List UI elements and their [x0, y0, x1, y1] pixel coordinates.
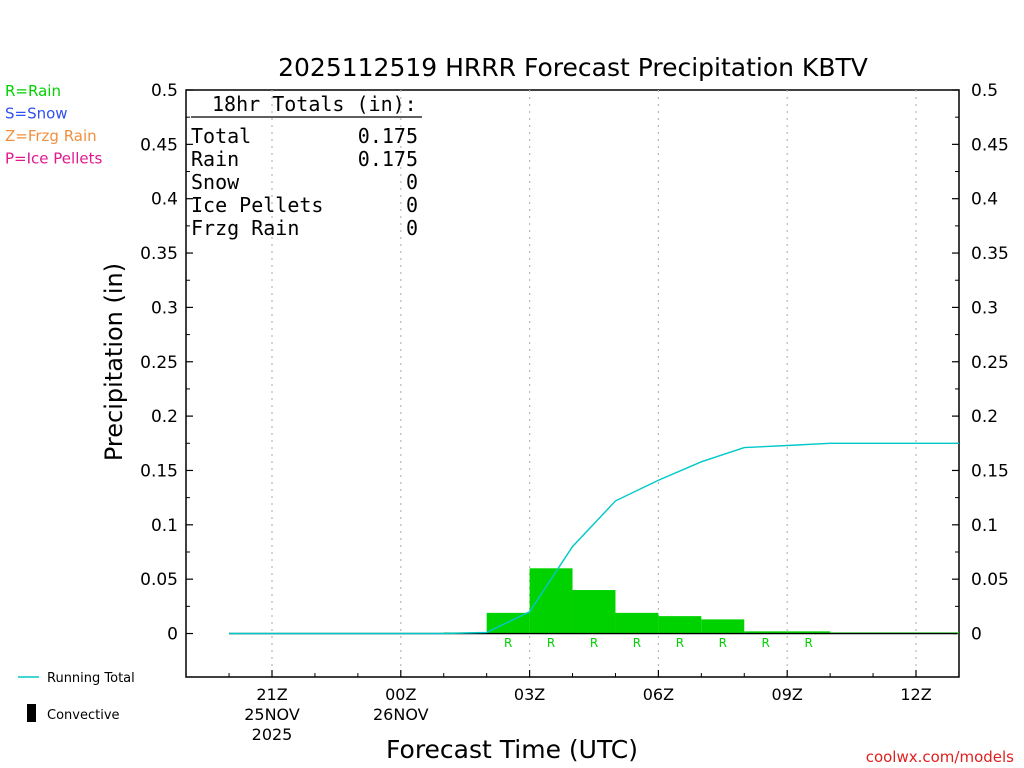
y-tick-label-right: 0.45: [971, 135, 1009, 155]
x-tick-label: 12Z: [900, 685, 931, 704]
ptype-legend-item: Z=Frzg Rain: [5, 127, 97, 145]
ptype-marker: R: [719, 636, 727, 650]
vertical-gridlines: [271, 90, 917, 677]
ptype-marker: R: [633, 636, 641, 650]
y-tick-label-right: 0: [971, 625, 982, 645]
x-tick-year: 2025: [252, 725, 293, 744]
ptype-marker: R: [804, 636, 812, 650]
y-tick-label-right: 0.05: [971, 570, 1009, 590]
totals-row-label: Snow: [191, 170, 240, 194]
ptype-marker: R: [547, 636, 555, 650]
running-total-line-group: [229, 442, 959, 635]
y-tick-label-left: 0.4: [151, 190, 178, 210]
x-tick-date: 25NOV: [244, 705, 300, 724]
y-tick-label-right: 0.3: [971, 298, 998, 318]
y-tick-label-right: 0.25: [971, 353, 1009, 373]
y-tick-label-left: 0.05: [140, 570, 178, 590]
x-tick-label: 09Z: [772, 685, 803, 704]
y-tick-label-left: 0.3: [151, 298, 178, 318]
y-tick-label-right: 0.2: [971, 407, 998, 427]
totals-row-label: Ice Pellets: [191, 193, 323, 217]
y-tick-label-right: 0.5: [971, 81, 998, 101]
y-tick-label-left: 0: [167, 625, 178, 645]
hourly-precip-bar: [486, 612, 530, 634]
y-tick-label-right: 0.15: [971, 461, 1009, 481]
totals-box: 18hr Totals (in): Total 0.175 Rain 0.175 Sno…: [191, 92, 422, 240]
x-tick-label: 21Z: [256, 685, 287, 704]
hourly-precip-bar: [701, 619, 745, 634]
ptype-marker: R: [676, 636, 684, 650]
y-tick-label-right: 0.35: [971, 244, 1009, 264]
running-total-legend-label: Running Total: [47, 671, 135, 686]
convective-legend-label: Convective: [47, 708, 120, 723]
x-tick-label: 03Z: [514, 685, 545, 704]
y-tick-label-left: 0.25: [140, 353, 178, 373]
y-tick-label-left: 0.5: [151, 81, 178, 101]
x-tick-label: 00Z: [385, 685, 416, 704]
ptype-legend-item: P=Ice Pellets: [5, 150, 102, 168]
ptype-legend-item: S=Snow: [5, 105, 68, 123]
totals-row-label: Frzg Rain: [191, 216, 299, 240]
credit-text: coolwx.com/models: [866, 748, 1014, 766]
running-total-line: [229, 442, 959, 635]
hourly-precip-bar: [658, 616, 702, 634]
y-tick-label-left: 0.1: [151, 516, 178, 536]
ptype-legend: R=Rain S=Snow Z=Frzg Rain P=Ice Pellets: [5, 82, 102, 168]
y-axis-label: Precipitation (in): [100, 263, 128, 461]
y-tick-label-left: 0.2: [151, 407, 178, 427]
totals-row-label: Total: [191, 124, 251, 148]
totals-row-value: 0: [406, 170, 418, 194]
totals-row-value: 0: [406, 193, 418, 217]
hourly-precip-bar: [744, 631, 788, 634]
y-tick-label-left: 0.15: [140, 461, 178, 481]
x-tick-label: 06Z: [643, 685, 674, 704]
chart-title: 2025112519 HRRR Forecast Precipitation K…: [278, 53, 868, 82]
y-tick-label-right: 0.4: [971, 190, 998, 210]
totals-row-label: Rain: [191, 147, 239, 171]
totals-row-value: 0: [406, 216, 418, 240]
totals-row-value: 0.175: [358, 124, 418, 148]
bottom-legend: Running Total Convective: [18, 671, 135, 723]
totals-rows: Total 0.175 Rain 0.175 Snow 0 Ice Pellets 0 Frzg…: [191, 124, 418, 240]
ptype-marker: R: [762, 636, 770, 650]
hourly-precip-bar: [572, 590, 616, 634]
totals-header: 18hr Totals (in):: [212, 92, 417, 116]
hourly-precip-bar: [615, 612, 659, 634]
y-tick-label-right: 0.1: [971, 516, 998, 536]
y-axis-ticks: 0.5 0.5 0.45 0.45 0.4 0.4 0.35 0.35 0.3 0.3 0.25 0.…: [140, 81, 1009, 645]
ptype-marker: R: [504, 636, 512, 650]
convective-legend-swatch: [27, 704, 36, 722]
y-tick-label-left: 0.45: [140, 135, 178, 155]
x-tick-date: 26NOV: [373, 705, 429, 724]
y-tick-label-left: 0.35: [140, 244, 178, 264]
hourly-precip-bar: [787, 631, 831, 634]
hourly-bars: [443, 568, 959, 634]
ptype-marker: R: [590, 636, 598, 650]
totals-row-value: 0.175: [358, 147, 418, 171]
x-axis-label: Forecast Time (UTC): [386, 735, 638, 764]
ptype-legend-item: R=Rain: [5, 82, 61, 100]
